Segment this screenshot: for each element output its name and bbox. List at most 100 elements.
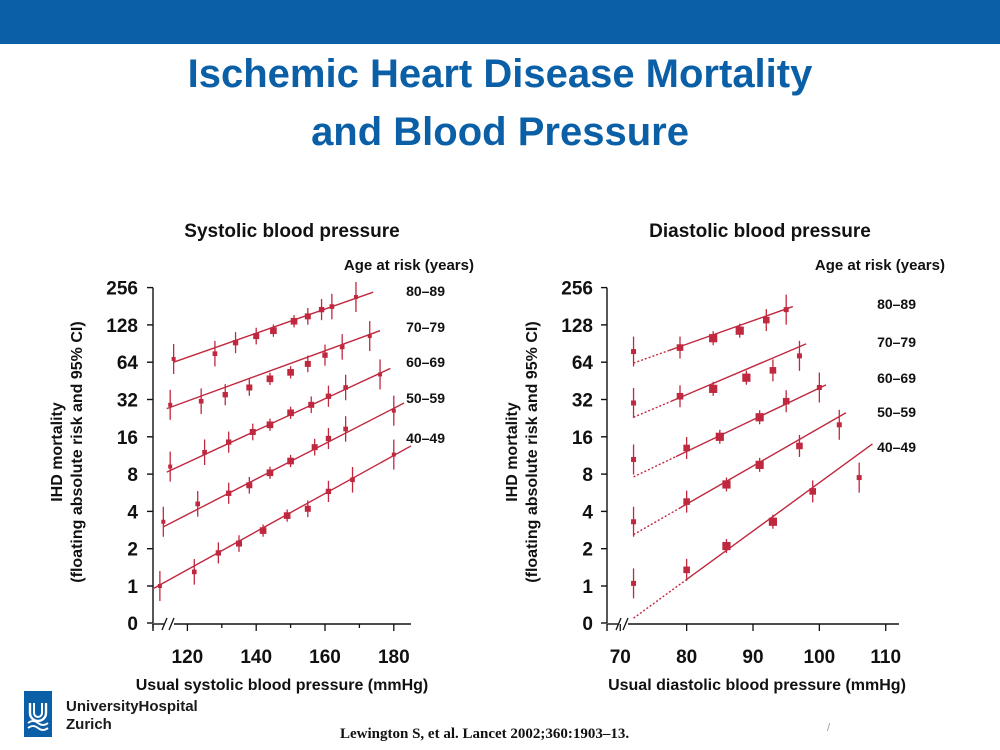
panel2-series-1-point xyxy=(769,367,777,374)
panel1-series-1-point xyxy=(198,398,204,404)
panel2-series-0-point xyxy=(762,316,770,324)
panel1-series-4-point xyxy=(304,505,311,512)
panel2-y-tick-label: 256 xyxy=(561,279,593,300)
panel1-series-4-point xyxy=(259,527,267,534)
slide-title-line2: and Blood Pressure xyxy=(311,110,689,154)
panel2-series-4-point xyxy=(856,475,862,481)
panel2-y-tick-label: 4 xyxy=(582,502,593,523)
panel1-series-1-point xyxy=(287,369,294,376)
panel2-series-3-point xyxy=(836,422,842,428)
panel1-y-tick-label: 8 xyxy=(127,465,138,486)
panel1-series-1-point xyxy=(322,352,328,358)
panel2-series-2-point xyxy=(782,397,790,405)
panel1-series-4-point xyxy=(391,452,396,457)
panel2-y-tick-label: 1 xyxy=(582,577,593,598)
slide-title-line1: Ischemic Heart Disease Mortality xyxy=(187,52,813,96)
panel2-x-tick-label: 100 xyxy=(804,647,836,668)
panel1-y-tick-label: 32 xyxy=(117,391,138,412)
panel1-x-tick-label: 180 xyxy=(378,647,410,668)
top-banner xyxy=(0,0,1000,44)
panel1-series-4-point xyxy=(325,488,332,495)
panel2-series-1-point xyxy=(796,353,802,359)
panel1-series-3-point xyxy=(325,435,332,442)
panel2-y-axis-title: (floating absolute risk and 95% CI) xyxy=(524,321,541,582)
citation: Lewington S, et al. Lancet 2002;360:1903… xyxy=(340,726,630,742)
panel2-series-2-point xyxy=(715,432,724,441)
panel2-series-4-point xyxy=(631,580,637,586)
panel2-series-3-point xyxy=(796,442,803,450)
panel1-series-label-4: 40–49 xyxy=(406,430,445,446)
panel1-series-1-point xyxy=(246,384,253,391)
panel1-y-tick-label: 0 xyxy=(127,614,138,635)
panel2-series-4-fit-line xyxy=(685,443,873,581)
panel1-series-2-point xyxy=(343,385,348,390)
panel1-y-tick-label: 1 xyxy=(127,577,138,598)
panel2-series-1-point xyxy=(676,392,684,400)
panel1-series-4-point xyxy=(236,540,242,547)
panel1-legend-title: Age at risk (years) xyxy=(344,257,474,274)
panel1-series-0-point xyxy=(270,327,277,334)
panel1-series-3-point xyxy=(161,519,166,524)
panel2-series-0-point xyxy=(783,307,789,313)
panel2-axis-break-mark xyxy=(615,617,622,631)
panel1-series-0-point xyxy=(253,333,260,340)
panel1-series-0-point xyxy=(212,351,218,356)
panel2-series-label-4: 40–49 xyxy=(877,439,916,455)
panel2-series-3-point xyxy=(722,480,731,489)
panel2-series-0-fit-line xyxy=(668,305,794,352)
panel1-x-tick-label: 120 xyxy=(172,647,204,668)
panel2-series-3-point xyxy=(755,460,764,469)
institution-name: UniversityHospital xyxy=(66,698,198,715)
panel1-series-0-point xyxy=(318,306,325,313)
panel1-y-tick-label: 256 xyxy=(106,279,138,300)
panel1-x-tick-label: 160 xyxy=(309,647,341,668)
panel1-y-axis-title: (floating absolute risk and 95% CI) xyxy=(69,321,86,582)
panel1-axis-break-mark xyxy=(161,617,168,631)
panel1-series-4-point xyxy=(191,569,197,575)
panel1-series-label-3: 50–59 xyxy=(406,390,445,406)
panel1-series-2-point xyxy=(325,393,332,399)
panel2-y-axis-title: IHD mortality xyxy=(504,402,521,502)
panel2-series-1-point xyxy=(631,400,637,406)
panel1-series-2-point xyxy=(202,449,207,455)
panel1-series-4-point xyxy=(350,477,355,483)
panel1-y-tick-label: 16 xyxy=(117,428,138,449)
panel2-y-tick-label: 0 xyxy=(582,614,593,635)
panel1-series-4-point xyxy=(157,584,162,588)
panel2-legend-title: Age at risk (years) xyxy=(815,257,945,274)
panel1-series-3-point xyxy=(287,457,294,465)
panel1-series-0-point xyxy=(353,294,358,299)
panel2-series-1-point xyxy=(742,373,751,382)
panel1-y-axis-title: IHD mortality xyxy=(49,402,66,502)
panel1-series-1-point xyxy=(266,375,274,383)
panel2-x-axis-title: Usual diastolic blood pressure (mmHg) xyxy=(608,677,906,694)
panel2-series-label-0: 80–89 xyxy=(877,296,916,312)
panel1-series-3-point xyxy=(195,501,201,507)
slide-mark: / xyxy=(827,722,831,734)
panel1-series-3-point xyxy=(311,444,318,451)
panel1-series-0-point xyxy=(290,317,298,325)
panel2-y-tick-label: 64 xyxy=(572,353,594,374)
panel2-series-2-fit-line xyxy=(675,384,827,458)
panel1-series-3-point xyxy=(246,482,253,489)
panel2-series-2-point xyxy=(816,384,822,390)
panel2-series-0-point xyxy=(735,326,744,335)
panel1-series-2-point xyxy=(378,372,383,377)
panel1-series-4-fit-line xyxy=(152,445,412,590)
panel1-series-2-fit-line xyxy=(166,367,391,473)
panel1-series-2-point xyxy=(168,464,173,469)
university-logo-icon xyxy=(24,691,52,737)
panel1-y-tick-label: 64 xyxy=(117,353,139,374)
panel1-series-3-point xyxy=(343,426,348,432)
panel1-series-2-point xyxy=(308,401,315,408)
panel2-x-tick-label: 70 xyxy=(610,647,631,668)
panel2-y-tick-label: 32 xyxy=(572,391,593,412)
panel1-series-1-point xyxy=(339,344,345,350)
panel2-y-tick-label: 8 xyxy=(582,465,593,486)
panel2-series-1-fit-extrapolated xyxy=(633,400,672,418)
panel2-y-tick-label: 2 xyxy=(582,540,593,561)
panel2-series-4-point xyxy=(809,488,817,495)
panel1-x-axis-title: Usual systolic blood pressure (mmHg) xyxy=(136,677,429,694)
panel2-series-label-1: 70–79 xyxy=(877,334,916,350)
panel1-series-0-point xyxy=(304,313,311,320)
